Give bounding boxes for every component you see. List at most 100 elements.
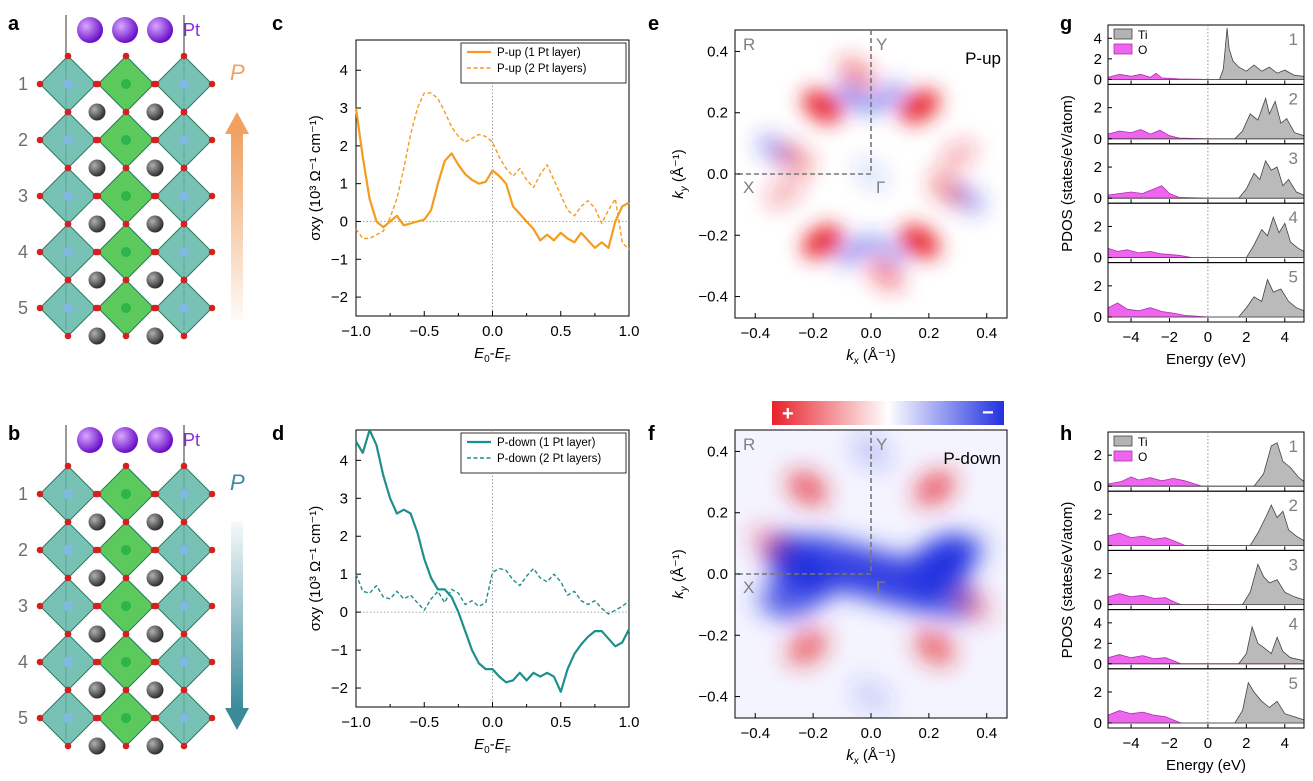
y-axis-label: σxy (10³ Ω⁻¹ cm⁻¹) bbox=[307, 115, 324, 240]
y-tick-label: 0.0 bbox=[707, 566, 728, 583]
pt-atom bbox=[77, 17, 103, 43]
oxygen-atom bbox=[122, 52, 130, 60]
legend-swatch-ti bbox=[1113, 435, 1133, 447]
layer-number: 4 bbox=[18, 242, 28, 262]
layer-number: 5 bbox=[1289, 268, 1298, 287]
oxygen-atom bbox=[64, 52, 72, 60]
oxygen-atom bbox=[122, 462, 130, 470]
x-tick-label: 0.0 bbox=[482, 714, 503, 731]
y-axis-label: PDOS (states/eV/atom) bbox=[1059, 95, 1076, 252]
oxygen-atom bbox=[94, 248, 102, 256]
oxygen-atom bbox=[208, 136, 216, 144]
pt-atom bbox=[147, 17, 173, 43]
y-tick-label: 0 bbox=[1094, 597, 1102, 614]
x-axis-label: kx (Å⁻¹) bbox=[846, 347, 896, 367]
legend-swatch-o bbox=[1113, 450, 1133, 462]
positive-curvature-blob bbox=[776, 141, 816, 176]
y-tick-label: −1 bbox=[331, 642, 348, 659]
panel-letter-e: e bbox=[648, 13, 659, 35]
legend-entry: P-down (1 Pt layer) bbox=[497, 437, 596, 449]
point-R-label: R bbox=[743, 435, 755, 454]
point-X-label: X bbox=[743, 178, 754, 197]
x-axis-label: Energy (eV) bbox=[1166, 757, 1246, 774]
point-Y-label: Y bbox=[876, 35, 887, 54]
x-axis-label-units: (Å⁻¹) bbox=[859, 747, 896, 764]
oxygen-atom bbox=[180, 276, 188, 284]
oxygen-atom bbox=[36, 546, 44, 554]
y-tick-label: 0.0 bbox=[707, 166, 728, 183]
oxygen-atom bbox=[208, 80, 216, 88]
layer-number: 5 bbox=[18, 298, 28, 318]
positive-curvature-blob bbox=[865, 258, 906, 292]
y-tick-label: 0 bbox=[340, 604, 348, 621]
x-tick-label: 0 bbox=[1204, 735, 1212, 752]
ba-atom bbox=[88, 327, 106, 345]
oxygen-atom bbox=[180, 108, 188, 116]
oxygen-atom bbox=[152, 192, 160, 200]
pdos-stack-p-up: 1 0 2 4 2 0 2 3 0 2 4 0 2 5 0 2 −4 −2 0 2 4 Energy (eV) PDOS (… bbox=[1059, 24, 1305, 368]
layer-number: 3 bbox=[18, 186, 28, 206]
ti-atom bbox=[179, 247, 189, 257]
panel-letter-h: h bbox=[1060, 423, 1072, 445]
pt-atom bbox=[147, 427, 173, 453]
x-tick-label: 1.0 bbox=[619, 323, 640, 340]
oxygen-atom bbox=[152, 136, 160, 144]
layer-number: 2 bbox=[18, 130, 28, 150]
oxygen-atom bbox=[152, 714, 160, 722]
oxygen-atom bbox=[64, 630, 72, 638]
y-tick-label: 0.2 bbox=[707, 105, 728, 122]
polarization-arrow-head bbox=[225, 112, 249, 134]
ba-atom bbox=[146, 569, 164, 587]
y-tick-label: 4 bbox=[1094, 615, 1102, 632]
positive-curvature-blob bbox=[787, 630, 827, 665]
negative-curvature-blob bbox=[752, 578, 793, 613]
oxygen-atom bbox=[122, 686, 130, 694]
ba-atom bbox=[88, 271, 106, 289]
y-tick-label: 2 bbox=[1094, 635, 1102, 652]
panel-letter-c: c bbox=[272, 13, 283, 35]
ba-atom bbox=[146, 215, 164, 233]
ti-atom bbox=[121, 191, 131, 201]
oxygen-atom bbox=[64, 220, 72, 228]
y-axis-label: σxy (10³ Ω⁻¹ cm⁻¹) bbox=[307, 506, 324, 631]
pdos-layer-3: 3 0 2 bbox=[1094, 549, 1305, 614]
oxygen-atom bbox=[122, 220, 130, 228]
legend-entry: P-up (1 Pt layer) bbox=[497, 47, 581, 59]
x-axis-label-sub0: 0 bbox=[484, 354, 490, 365]
oxygen-atom bbox=[122, 332, 130, 340]
y-tick-label: 4 bbox=[340, 452, 348, 469]
ti-atom bbox=[121, 79, 131, 89]
x-axis-label-sub: x bbox=[853, 756, 860, 767]
oxygen-atom bbox=[64, 574, 72, 582]
x-axis-label-e2: E bbox=[495, 736, 506, 753]
y-tick-label: 0 bbox=[1094, 131, 1102, 148]
crystal-structure-p-down: Pt 1 2 3 4 5 P bbox=[18, 425, 249, 755]
y-tick-label: −0.2 bbox=[698, 227, 728, 244]
y-tick-label: 0 bbox=[1094, 656, 1102, 673]
y-tick-label: 2 bbox=[1094, 278, 1102, 295]
x-axis-label: kx (Å⁻¹) bbox=[846, 747, 896, 767]
y-tick-label: 4 bbox=[1094, 30, 1102, 47]
oxygen-atom bbox=[152, 602, 160, 610]
ti-atom bbox=[63, 303, 73, 313]
crystal-structure-p-up: Pt 1 2 3 4 5 P bbox=[18, 15, 249, 345]
layer-number: 4 bbox=[1289, 208, 1298, 227]
oxygen-atom bbox=[180, 462, 188, 470]
ti-atom bbox=[63, 247, 73, 257]
x-tick-label: −1.0 bbox=[341, 714, 371, 731]
x-axis-label-sub0: 0 bbox=[484, 745, 490, 756]
positive-curvature-blob bbox=[802, 89, 842, 124]
oxygen-atom bbox=[94, 714, 102, 722]
ti-atom bbox=[121, 545, 131, 555]
series-line-2-pt-layers bbox=[355, 92, 630, 251]
x-tick-label: 4 bbox=[1281, 329, 1289, 346]
polarization-arrow-shaft bbox=[231, 522, 243, 710]
x-tick-label: −0.4 bbox=[740, 325, 770, 342]
ti-atom bbox=[63, 135, 73, 145]
high-symmetry-path bbox=[735, 430, 872, 575]
ti-atom bbox=[63, 489, 73, 499]
ti-atom bbox=[121, 135, 131, 145]
legend-entry-o: O bbox=[1138, 43, 1147, 57]
point-R-label: R bbox=[743, 35, 755, 54]
